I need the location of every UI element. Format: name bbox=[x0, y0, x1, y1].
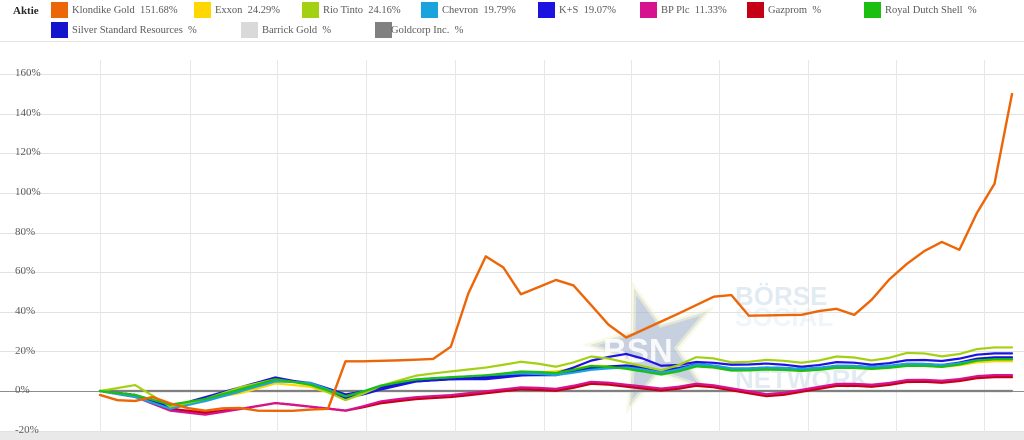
svg-text:SOCIAL: SOCIAL bbox=[735, 302, 833, 332]
svg-text:BSN: BSN bbox=[603, 332, 673, 369]
